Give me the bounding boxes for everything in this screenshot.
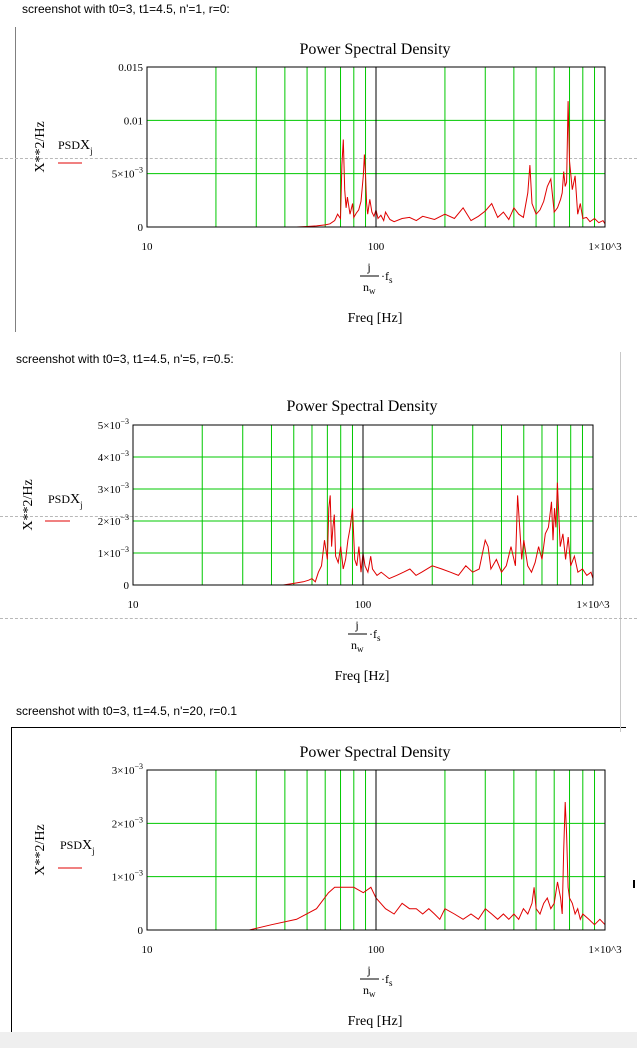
x-tick-label-10: 10 bbox=[142, 944, 154, 956]
xexpr-num: j bbox=[366, 963, 370, 977]
region-1-left-border bbox=[15, 27, 16, 332]
legend-label: PSD bbox=[60, 838, 82, 852]
x-tick-label-100: 100 bbox=[368, 944, 385, 956]
xexpr-mult: f bbox=[385, 972, 389, 986]
y-axis-label: X**2/Hz bbox=[33, 824, 48, 875]
y-tick-label-1: 1×10−3 bbox=[98, 545, 129, 560]
x-axis-expression: j nw · fs bbox=[360, 963, 393, 999]
page-break-line-1 bbox=[0, 158, 637, 159]
psd-chart-1: Power Spectral Density X**2/Hz PSDXj 0 5×… bbox=[33, 41, 623, 326]
xexpr-den: n bbox=[363, 280, 369, 294]
y-tick-label-3: 3×10−3 bbox=[98, 481, 129, 496]
y-tick-label-2: 0.01 bbox=[124, 115, 143, 127]
chart-title: Power Spectral Density bbox=[299, 41, 450, 58]
x-axis-expression: j nw · fs bbox=[360, 260, 393, 296]
x-axis-label: Freq [Hz] bbox=[348, 311, 403, 326]
svg-text:fs: fs bbox=[373, 627, 381, 643]
page-break-line-3 bbox=[0, 618, 637, 619]
xexpr-den: n bbox=[363, 983, 369, 997]
legend-sub-idx: j bbox=[79, 500, 83, 510]
x-tick-label-10: 10 bbox=[142, 241, 154, 253]
y-tick-label-5: 5×10−3 bbox=[98, 417, 129, 432]
horizontal-scrollbar[interactable] bbox=[0, 1032, 637, 1048]
xexpr-dot: · bbox=[369, 627, 373, 641]
legend-label: PSD bbox=[58, 138, 80, 152]
caption-1: screenshot with t0=3, t1=4.5, n'=1, r=0: bbox=[22, 2, 230, 16]
page-break-line-2 bbox=[0, 516, 637, 517]
x-axis-expression: j nw · fs bbox=[348, 618, 381, 654]
legend-label: PSD bbox=[48, 492, 70, 506]
region-2-right-edge bbox=[620, 352, 621, 732]
x-tick-label-1000: 1×10^3 bbox=[588, 241, 622, 253]
xexpr-den-sub: w bbox=[369, 989, 376, 999]
svg-text:nw: nw bbox=[363, 983, 376, 999]
x-tick-label-10: 10 bbox=[128, 599, 140, 611]
xexpr-mult-sub: s bbox=[389, 978, 393, 988]
xexpr-den-sub: w bbox=[369, 286, 376, 296]
legend-sub-var: X bbox=[82, 838, 92, 853]
x-tick-label-100: 100 bbox=[355, 599, 372, 611]
y-tick-label-1: 5×10−3 bbox=[112, 166, 143, 181]
x-tick-label-1000: 1×10^3 bbox=[588, 944, 622, 956]
svg-text:fs: fs bbox=[385, 269, 393, 285]
xexpr-dot: · bbox=[381, 269, 385, 283]
psd-series-line bbox=[296, 101, 606, 228]
y-tick-label-0: 0 bbox=[138, 925, 144, 937]
xexpr-den-sub: w bbox=[357, 644, 364, 654]
text-cursor-mark bbox=[633, 880, 635, 888]
psd-chart-2: Power Spectral Density X**2/Hz PSDXj 0 1×… bbox=[21, 398, 611, 684]
y-tick-label-0: 0 bbox=[138, 222, 144, 234]
legend-sub-idx: j bbox=[89, 146, 93, 156]
y-tick-label-3: 0.015 bbox=[118, 62, 143, 74]
svg-text:PSDXj: PSDXj bbox=[48, 492, 83, 510]
xexpr-mult: f bbox=[385, 269, 389, 283]
legend: PSDXj bbox=[58, 838, 95, 869]
y-tick-label-2: 2×10−3 bbox=[98, 513, 129, 528]
y-axis-label: X**2/Hz bbox=[21, 479, 36, 530]
svg-text:PSDXj: PSDXj bbox=[60, 838, 95, 856]
x-axis-label: Freq [Hz] bbox=[335, 669, 390, 684]
xexpr-mult-sub: s bbox=[377, 633, 381, 643]
legend: PSDXj bbox=[58, 138, 93, 164]
x-axis-label: Freq [Hz] bbox=[348, 1014, 403, 1029]
y-tick-label-1: 1×10−3 bbox=[112, 869, 143, 884]
x-tick-labels: 10 100 1×10^3 bbox=[142, 944, 623, 956]
psd-series-line bbox=[249, 801, 606, 931]
psd-chart-3: Power Spectral Density X**2/Hz PSDXj 0 1×… bbox=[33, 744, 623, 1029]
y-axis-label: X**2/Hz bbox=[33, 121, 48, 172]
chart-title: Power Spectral Density bbox=[286, 398, 437, 415]
xexpr-num: j bbox=[366, 260, 370, 274]
y-tick-label-3: 3×10−3 bbox=[112, 762, 143, 777]
svg-text:nw: nw bbox=[351, 638, 364, 654]
xexpr-den: n bbox=[351, 638, 357, 652]
y-tick-label-4: 4×10−3 bbox=[98, 449, 129, 464]
xexpr-dot: · bbox=[381, 972, 385, 986]
region-3-border bbox=[11, 727, 626, 1033]
caption-3: screenshot with t0=3, t1=4.5, n'=20, r=0… bbox=[16, 704, 238, 718]
x-tick-labels: 10 100 1×10^3 bbox=[142, 241, 623, 253]
y-tick-label-2: 2×10−3 bbox=[112, 815, 143, 830]
svg-text:nw: nw bbox=[363, 280, 376, 296]
x-tick-label-100: 100 bbox=[368, 241, 385, 253]
x-tick-labels: 10 100 1×10^3 bbox=[128, 599, 611, 611]
x-tick-label-1000: 1×10^3 bbox=[576, 599, 610, 611]
xexpr-num: j bbox=[354, 618, 358, 632]
chart-title: Power Spectral Density bbox=[299, 744, 450, 761]
legend-sub-var: X bbox=[80, 138, 90, 153]
psd-series-line bbox=[283, 482, 594, 586]
legend-sub-var: X bbox=[70, 492, 80, 507]
xexpr-mult: f bbox=[373, 627, 377, 641]
svg-text:fs: fs bbox=[385, 972, 393, 988]
legend-sub-idx: j bbox=[91, 846, 95, 856]
caption-2: screenshot with t0=3, t1=4.5, n'=5, r=0.… bbox=[16, 352, 234, 366]
xexpr-mult-sub: s bbox=[389, 275, 393, 285]
legend: PSDXj bbox=[45, 492, 83, 522]
y-tick-label-0: 0 bbox=[124, 580, 130, 592]
svg-text:PSDXj: PSDXj bbox=[58, 138, 93, 156]
